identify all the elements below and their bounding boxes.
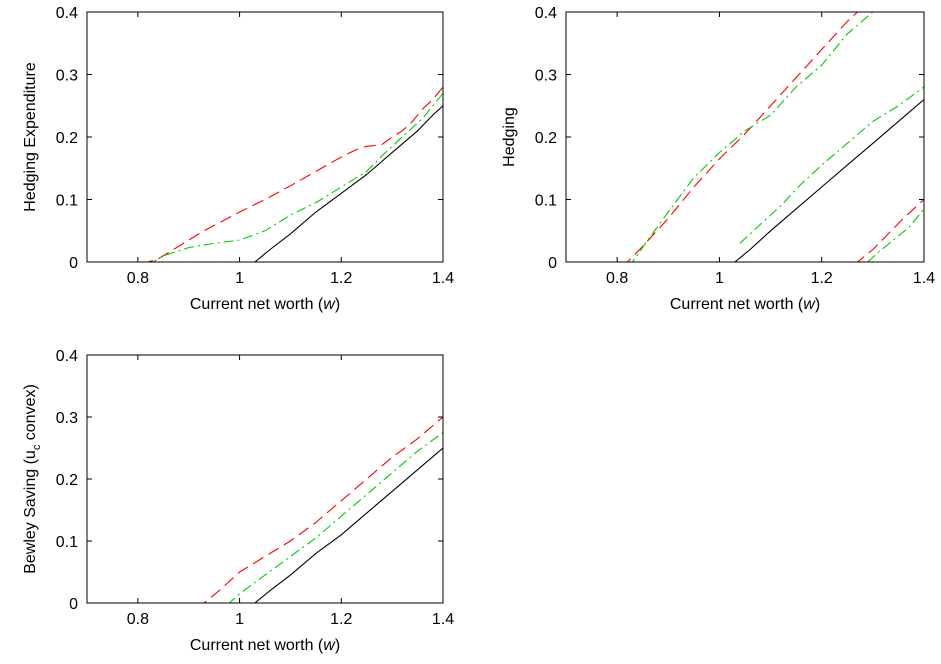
panel-3: 0.8 1 1.2 1.4 0 0.1 0.2 0.3 0.4 Current net worth… xyxy=(22,348,454,654)
y-tick-label: 0.3 xyxy=(535,68,557,85)
x-tick-label: 1 xyxy=(235,611,244,628)
y-tick-label: 0.1 xyxy=(56,534,78,551)
x-axis-label-text: Current net worth ( xyxy=(190,296,324,313)
x-axis-label: Current net worth (w) xyxy=(190,637,340,654)
series-line-3 xyxy=(566,99,924,262)
x-tick-label: 1.4 xyxy=(913,270,935,287)
axes-box xyxy=(86,354,444,604)
x-tick-label: 1.4 xyxy=(432,270,454,287)
axes-box xyxy=(86,11,444,263)
series-line-3 xyxy=(87,447,443,603)
series-line-2 xyxy=(87,92,443,262)
y-tick-label: 0.4 xyxy=(56,5,78,22)
series-line-1 xyxy=(566,12,858,262)
y-tick-label: 0.3 xyxy=(56,68,78,85)
series-line-4 xyxy=(739,86,924,244)
x-tick-label: 0.8 xyxy=(606,270,628,287)
y-tick-label: 0.2 xyxy=(535,130,557,147)
x-tick-label: 1.4 xyxy=(432,611,454,628)
x-axis-label-text: Current net worth ( xyxy=(670,296,804,313)
y-axis-label: Bewley Saving (uc convex) xyxy=(22,384,43,574)
series-line-6 xyxy=(867,208,924,262)
axes-box xyxy=(565,11,925,263)
y-tick-label: 0.3 xyxy=(56,410,78,427)
x-tick-label: 1.2 xyxy=(811,270,833,287)
x-axis-label-end: ) xyxy=(815,296,820,313)
series-line-1 xyxy=(87,416,443,603)
x-tick-label: 1 xyxy=(235,270,244,287)
x-tick-label: 0.8 xyxy=(127,270,149,287)
series-line-1 xyxy=(87,86,443,262)
y-axis-label-subscript: c xyxy=(31,444,43,450)
panels: 0.8 1 1.2 1.4 0 0.1 0.2 0.3 0.4 Current net worth… xyxy=(22,5,935,654)
y-axis-label-text: Hedging Expenditure xyxy=(22,62,39,212)
series-line-5 xyxy=(566,199,924,262)
y-tick-label: 0.2 xyxy=(56,130,78,147)
series-line-3 xyxy=(87,105,443,262)
x-axis-label-variable: w xyxy=(323,296,336,313)
y-tick-label: 0.2 xyxy=(56,472,78,489)
y-tick-label: 0 xyxy=(69,596,78,613)
x-axis-label-end: ) xyxy=(335,637,340,654)
x-tick-label: 1.2 xyxy=(330,270,352,287)
x-tick-label: 1 xyxy=(715,270,724,287)
series-line-2 xyxy=(87,432,443,603)
x-tick-label: 1.2 xyxy=(330,611,352,628)
y-tick-label: 0 xyxy=(548,255,557,272)
y-tick-label: 0.4 xyxy=(535,5,557,22)
y-tick-label: 0.1 xyxy=(535,193,557,210)
x-axis-label-end: ) xyxy=(335,296,340,313)
y-axis-label: Hedging xyxy=(501,107,518,167)
x-axis-label: Current net worth (w) xyxy=(670,296,820,313)
x-axis-label: Current net worth (w) xyxy=(190,296,340,313)
y-tick-label: 0.4 xyxy=(56,348,78,365)
x-axis-label-variable: w xyxy=(803,296,816,313)
series-line-2 xyxy=(566,12,874,262)
y-axis-label-text: Bewley Saving (u xyxy=(22,450,39,574)
y-axis-label-end: convex) xyxy=(22,384,39,444)
y-tick-label: 0 xyxy=(69,255,78,272)
y-axis-label: Hedging Expenditure xyxy=(22,62,39,212)
y-axis-label-text: Hedging xyxy=(501,107,518,167)
x-axis-label-text: Current net worth ( xyxy=(190,637,324,654)
x-axis-label-variable: w xyxy=(323,637,336,654)
y-tick-label: 0.1 xyxy=(56,193,78,210)
panel-1: 0.8 1 1.2 1.4 0 0.1 0.2 0.3 0.4 Current net worth… xyxy=(22,5,454,313)
x-tick-label: 0.8 xyxy=(127,611,149,628)
panel-2: 0.8 1 1.2 1.4 0 0.1 0.2 0.3 0.4 Current net worth… xyxy=(501,5,935,313)
